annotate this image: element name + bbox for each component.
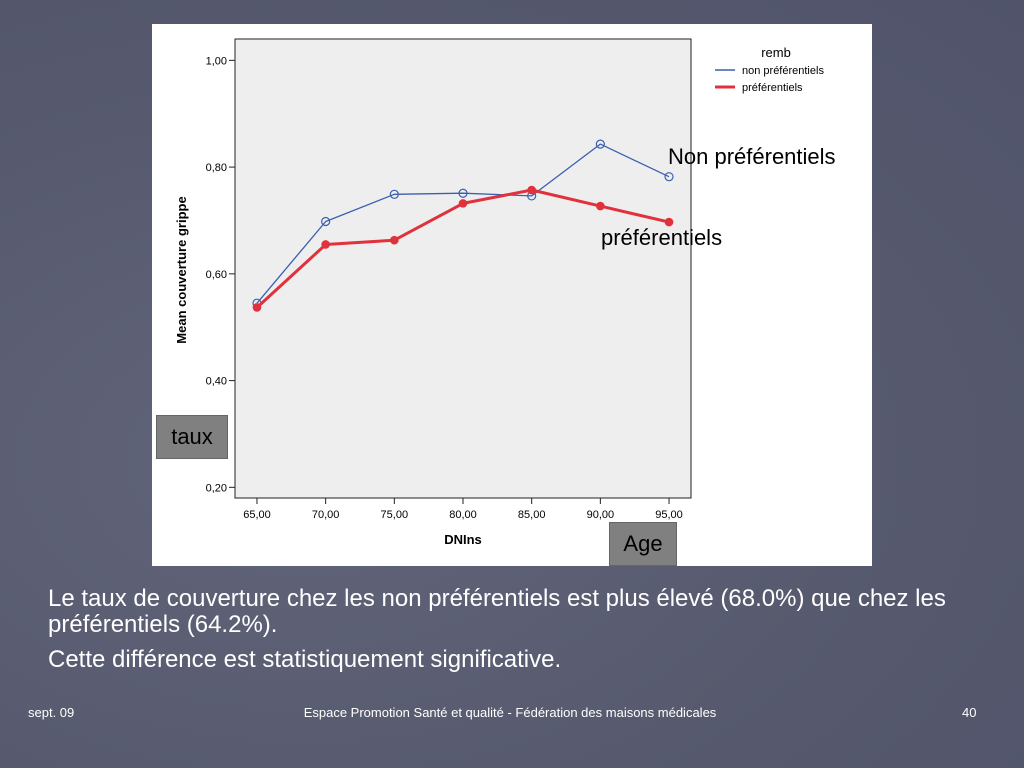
x-tick-label: 85,00 [518, 509, 546, 521]
data-point-preferentiels [664, 217, 674, 227]
legend: remb non préférentiels préférentiels [715, 45, 824, 94]
y-tick-label: 0,20 [206, 482, 227, 494]
series-layer [252, 139, 674, 312]
legend-label-preferentiels: préférentiels [742, 82, 803, 94]
x-tick-label: 65,00 [243, 509, 271, 521]
x-tick-label: 75,00 [381, 509, 409, 521]
data-point-preferentiels [596, 201, 605, 211]
data-point-non-preferentiels [458, 188, 468, 198]
data-point-preferentiels [252, 303, 262, 312]
annotation-preferentiels: préférentiels [601, 225, 722, 250]
plot-area [234, 38, 692, 499]
caption-line-2: Cette différence est statistiquement sig… [48, 646, 562, 673]
y-axis: 0,20 0,40 0,60 0,80 1,00 [206, 55, 235, 494]
page-number: 40 [962, 705, 977, 720]
data-point-non-preferentiels [595, 139, 605, 149]
x-axis-label: DNIns [444, 532, 482, 547]
x-tick-label: 90,00 [587, 509, 615, 521]
data-point-preferentiels [390, 235, 399, 245]
footer-organization: Espace Promotion Santé et qualité - Fédé… [303, 705, 717, 720]
y-tick-label: 1,00 [206, 55, 227, 67]
series-line-non-preferentiels [256, 143, 670, 304]
age-callout: Age [609, 522, 677, 566]
data-point-preferentiels [321, 240, 330, 249]
x-tick-label: 70,00 [312, 509, 340, 521]
x-axis: 65,00 70,00 75,00 80,00 85,00 90,00 95,00 [243, 498, 683, 521]
legend-label-non-preferentiels: non préférentiels [742, 65, 824, 77]
caption-line-1: Le taux de couverture chez les non préfé… [48, 585, 946, 638]
y-tick-label: 0,60 [206, 269, 227, 281]
data-point-non-preferentiels [664, 172, 674, 182]
annotation-non-preferentiels: Non préférentiels [668, 144, 836, 169]
data-point-non-preferentiels [389, 189, 399, 199]
chart-panel: 0,20 0,40 0,60 0,80 1,00 65,00 70,00 75,00 80,0… [152, 24, 872, 566]
data-point-preferentiels [527, 185, 536, 195]
x-tick-label: 80,00 [449, 509, 477, 521]
y-tick-label: 0,40 [206, 376, 227, 388]
data-point-preferentiels [458, 199, 468, 208]
data-point-non-preferentiels [321, 216, 331, 227]
line-chart: 0,20 0,40 0,60 0,80 1,00 65,00 70,00 75,00 80,0… [174, 38, 836, 547]
x-tick-label: 95,00 [655, 509, 683, 521]
footer-date: sept. 09 [28, 705, 75, 720]
taux-callout: taux [156, 415, 228, 459]
y-axis-label: Mean couverture grippe [174, 196, 189, 343]
legend-title: remb [761, 45, 791, 60]
y-tick-label: 0,80 [206, 162, 227, 174]
